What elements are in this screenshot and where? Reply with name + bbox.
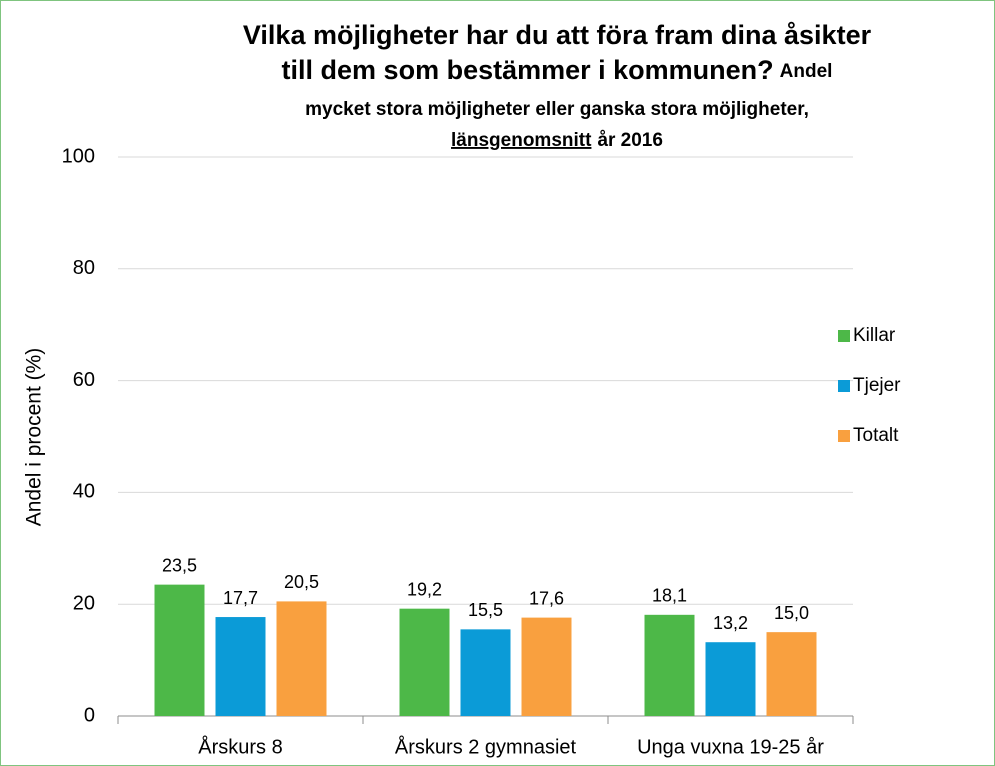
chart-title-line: till dem som bestämmer i kommunen? Andel bbox=[282, 55, 833, 85]
x-tick-label: Årskurs 8 bbox=[198, 735, 282, 758]
y-tick-label: 100 bbox=[62, 145, 95, 167]
y-tick-label: 0 bbox=[84, 704, 95, 726]
legend-swatch bbox=[838, 330, 850, 342]
chart-subtitle: Andel bbox=[780, 61, 833, 82]
legend-label: Killar bbox=[853, 325, 896, 346]
bar bbox=[766, 632, 817, 716]
chart-title: Vilka möjligheter har du att föra fram d… bbox=[243, 20, 872, 50]
legend-swatch bbox=[838, 430, 850, 442]
data-label: 15,5 bbox=[468, 600, 503, 620]
chart-subtitle-line: länsgenomsnitt år 2016 bbox=[451, 130, 663, 151]
chart-subtitle: mycket stora möjligheter eller ganska st… bbox=[305, 99, 809, 120]
y-axis-label: Andel i procent (%) bbox=[23, 348, 46, 527]
data-label: 17,6 bbox=[529, 588, 564, 608]
x-tick-label: Unga vuxna 19-25 år bbox=[637, 736, 824, 758]
x-tick-label: Årskurs 2 gymnasiet bbox=[395, 735, 577, 758]
data-label: 19,2 bbox=[407, 579, 442, 599]
data-label: 18,1 bbox=[652, 586, 687, 606]
bar bbox=[521, 617, 572, 716]
chart-title: till dem som bestämmer i kommunen? bbox=[282, 55, 774, 85]
data-label: 20,5 bbox=[284, 572, 319, 592]
chart-subtitle: år 2016 bbox=[597, 130, 663, 151]
y-tick-label: 20 bbox=[73, 592, 95, 614]
bar bbox=[460, 629, 511, 716]
data-label: 17,7 bbox=[223, 588, 258, 608]
y-tick-label: 80 bbox=[73, 257, 95, 279]
bar bbox=[276, 601, 327, 716]
legend-label: Tjejer bbox=[853, 375, 901, 396]
data-label: 15,0 bbox=[774, 603, 809, 623]
chart-subtitle: länsgenomsnitt bbox=[451, 130, 592, 151]
bar bbox=[705, 642, 756, 716]
bar bbox=[399, 608, 450, 716]
legend-label: Totalt bbox=[853, 425, 899, 446]
data-label: 13,2 bbox=[713, 613, 748, 633]
legend-swatch bbox=[838, 380, 850, 392]
y-tick-label: 40 bbox=[73, 481, 95, 503]
bar bbox=[215, 617, 266, 716]
data-label: 23,5 bbox=[162, 555, 197, 575]
bar bbox=[154, 584, 205, 716]
y-tick-label: 60 bbox=[73, 369, 95, 391]
bar bbox=[644, 614, 695, 716]
